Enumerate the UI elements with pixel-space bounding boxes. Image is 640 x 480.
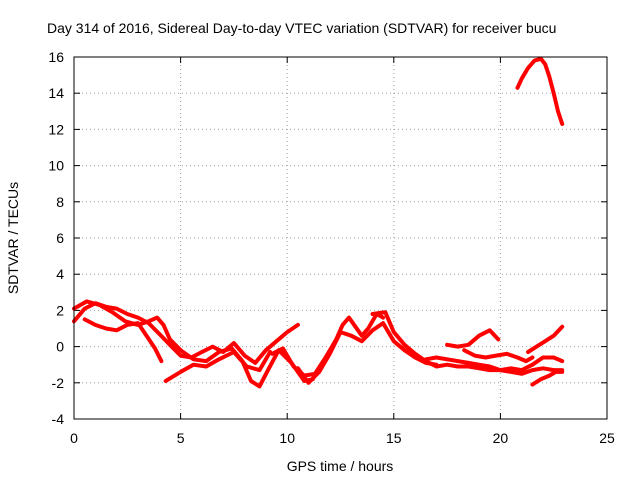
y-tick-label: 8 bbox=[56, 194, 64, 210]
x-tick-label: 10 bbox=[279, 430, 295, 446]
series-layer bbox=[72, 56, 565, 389]
y-tick-label: 0 bbox=[56, 339, 64, 355]
satellite-track-12 bbox=[526, 324, 565, 354]
satellite-track-11 bbox=[530, 369, 565, 387]
satellite-track-13 bbox=[515, 56, 565, 126]
y-tick-label: 16 bbox=[48, 49, 64, 65]
y-tick-label: 6 bbox=[56, 230, 64, 246]
satellite-track-6 bbox=[295, 321, 439, 385]
x-axis-label: GPS time / hours bbox=[287, 458, 394, 474]
y-tick-label: 12 bbox=[48, 121, 64, 137]
y-tick-label: -2 bbox=[52, 375, 65, 391]
satellite-track-1 bbox=[72, 301, 300, 365]
satellite-track-3 bbox=[82, 317, 164, 364]
x-tick-label: 20 bbox=[493, 430, 509, 446]
plot-frame bbox=[73, 56, 608, 420]
y-tick-label: 14 bbox=[48, 85, 64, 101]
satellite-track-7 bbox=[370, 310, 565, 373]
satellite-track-5 bbox=[270, 312, 386, 378]
x-tick-label: 25 bbox=[599, 430, 615, 446]
satellite-track-8 bbox=[423, 355, 565, 376]
y-tick-label: 4 bbox=[56, 266, 64, 282]
chart-title: Day 314 of 2016, Sidereal Day-to-day VTE… bbox=[47, 20, 556, 36]
x-tick-label: 15 bbox=[386, 430, 402, 446]
satellite-track-10 bbox=[462, 348, 535, 364]
y-tick-label: -4 bbox=[52, 411, 65, 427]
x-tick-label: 5 bbox=[177, 430, 185, 446]
satellite-track-4 bbox=[163, 350, 273, 383]
satellite-track-2 bbox=[72, 299, 315, 389]
axis-ticks: 0 5 10 15 20 25 -4 -2 0 2 4 6 8 10 12 14 16 bbox=[48, 49, 615, 446]
satellite-track-9 bbox=[445, 328, 501, 349]
y-tick-label: 2 bbox=[56, 302, 64, 318]
y-tick-label: 10 bbox=[48, 158, 64, 174]
x-tick-label: 0 bbox=[70, 430, 78, 446]
grid bbox=[74, 57, 607, 419]
y-axis-label: SDTVAR / TECUs bbox=[5, 182, 21, 294]
